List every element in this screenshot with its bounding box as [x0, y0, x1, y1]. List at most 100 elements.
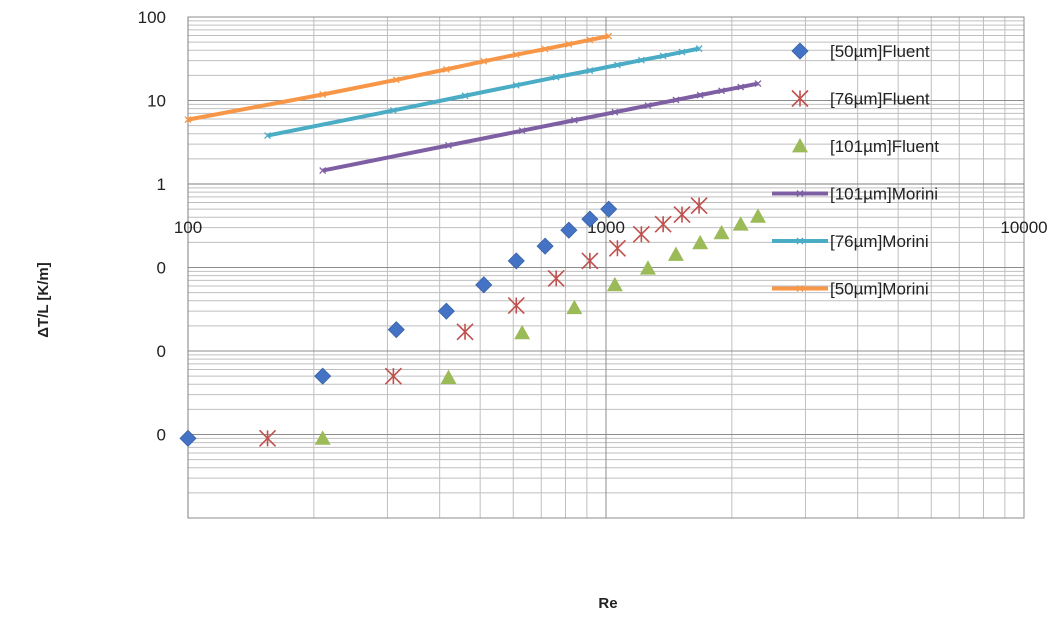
- legend-label: [76µm]Morini: [830, 232, 929, 251]
- y-tick-label: 100: [138, 8, 166, 27]
- data-point: [659, 52, 667, 60]
- data-point: [541, 45, 549, 53]
- series-layer: [179, 32, 766, 447]
- data-point: [581, 252, 599, 270]
- legend-item: [76µm]Fluent: [791, 89, 930, 109]
- legend-marker: [791, 89, 809, 108]
- y-tick-label: 10: [147, 92, 166, 111]
- plot-axes: [187, 16, 1025, 519]
- data-point: [690, 197, 708, 215]
- data-point: [570, 116, 578, 124]
- legend-item: [101µm]Morini: [772, 185, 938, 204]
- data-point: [581, 210, 599, 228]
- data-point: [565, 40, 573, 48]
- x-tick-label: 1000: [587, 218, 625, 237]
- series-line: [187, 34, 610, 122]
- data-point: [518, 127, 526, 135]
- data-point: [732, 216, 749, 231]
- y-axis-title: ΔT/L [K/m]: [35, 262, 52, 338]
- data-point: [319, 167, 327, 174]
- data-point: [639, 260, 656, 275]
- legend-label: [76µm]Fluent: [830, 90, 930, 109]
- y-tick-label: 1: [157, 175, 166, 194]
- data-point: [678, 48, 686, 56]
- legend-label: [101µm]Morini: [830, 185, 938, 204]
- data-point: [654, 215, 672, 233]
- data-point: [440, 369, 457, 385]
- x-axis-title: Re: [598, 595, 617, 612]
- legend-marker: [792, 138, 808, 153]
- series-3: [314, 208, 766, 445]
- data-point: [536, 237, 554, 255]
- data-point: [586, 36, 594, 44]
- data-point: [179, 429, 197, 447]
- legend: [50µm]Fluent [76µm]Fluent [101µm]Fluent [10…: [772, 42, 939, 299]
- data-point: [600, 200, 618, 218]
- data-point: [512, 81, 520, 89]
- legend-label: [50µm]Fluent: [830, 42, 930, 61]
- x-tick-labels: 100 1000 10000: [174, 218, 1048, 237]
- data-point: [461, 92, 469, 100]
- data-point: [319, 91, 327, 98]
- data-point: [480, 57, 488, 65]
- series-line: [322, 81, 759, 173]
- data-point: [456, 323, 474, 341]
- data-point: [713, 224, 730, 240]
- data-point: [442, 65, 450, 73]
- series-6: [184, 32, 613, 124]
- data-point: [437, 302, 455, 320]
- data-point: [749, 208, 766, 223]
- legend-marker: [796, 237, 804, 245]
- data-point: [673, 206, 691, 224]
- data-point: [184, 116, 192, 124]
- data-point: [695, 45, 703, 53]
- data-point: [613, 61, 621, 69]
- series-1: [179, 200, 618, 447]
- legend-marker: [791, 42, 809, 60]
- y-tick-label: 0: [157, 426, 166, 445]
- data-point: [692, 234, 709, 250]
- data-point: [507, 252, 525, 270]
- legend-marker: [796, 285, 804, 292]
- data-point: [384, 367, 402, 385]
- legend-label: [101µm]Fluent: [830, 137, 939, 156]
- data-point: [632, 225, 650, 243]
- data-point: [737, 83, 745, 91]
- legend-item: [50µm]Fluent: [791, 42, 930, 61]
- series-2: [258, 197, 708, 447]
- data-point: [445, 141, 452, 149]
- data-point: [264, 132, 272, 140]
- data-point: [672, 96, 680, 104]
- y-tick-label: 0: [157, 259, 166, 278]
- data-point: [696, 91, 704, 99]
- data-point: [314, 367, 332, 385]
- data-point: [552, 73, 560, 81]
- legend-item: [50µm]Morini: [772, 280, 929, 299]
- data-point: [392, 76, 400, 84]
- data-point: [512, 51, 520, 59]
- data-point: [586, 67, 594, 75]
- data-point: [547, 269, 565, 287]
- data-point: [605, 32, 613, 40]
- data-point: [258, 429, 277, 447]
- data-point: [387, 321, 405, 339]
- data-point: [644, 102, 652, 110]
- data-point: [608, 239, 626, 257]
- x-tick-label: 10000: [1000, 218, 1047, 237]
- data-point: [606, 276, 623, 292]
- data-point: [667, 246, 684, 261]
- legend-marker: [796, 190, 804, 197]
- data-point: [314, 430, 331, 445]
- data-point: [566, 299, 583, 315]
- data-point: [475, 276, 493, 294]
- data-point: [514, 324, 531, 340]
- legend-item: [76µm]Morini: [772, 232, 929, 251]
- data-point: [754, 80, 762, 88]
- legend-item: [101µm]Fluent: [792, 137, 939, 156]
- series-4: [319, 80, 762, 174]
- x-tick-label: 100: [174, 218, 202, 237]
- data-point: [611, 108, 619, 116]
- legend-label: [50µm]Morini: [830, 280, 929, 299]
